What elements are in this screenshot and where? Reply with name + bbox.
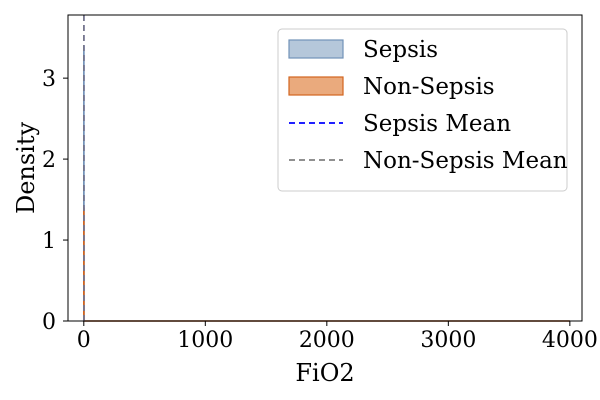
legend-label-1: Non-Sepsis xyxy=(363,74,495,100)
legend-label-3: Non-Sepsis Mean xyxy=(363,148,568,174)
x-tick-label-1: 1000 xyxy=(177,328,233,353)
legend-label-2: Sepsis Mean xyxy=(363,111,511,137)
legend-box xyxy=(277,28,568,192)
series-line-1 xyxy=(83,207,570,322)
legend-swatch-0 xyxy=(288,39,344,59)
y-tick-label-0: 0 xyxy=(42,310,56,335)
legend-label-0: Sepsis xyxy=(363,37,438,63)
series-fill-1 xyxy=(83,207,570,321)
plot-frame xyxy=(67,14,583,322)
y-axis-title: Density xyxy=(12,122,40,215)
x-tick-label-2: 2000 xyxy=(299,328,355,353)
x-tick-label-4: 4000 xyxy=(542,328,598,353)
legend: Sepsis Non-Sepsis Sepsis Mean Non-Sepsis Me… xyxy=(277,28,568,192)
legend-swatch-1 xyxy=(288,76,344,96)
y-tick-label-3: 3 xyxy=(42,67,56,92)
y-tick-label-2: 2 xyxy=(42,148,56,173)
x-tick-label-0: 0 xyxy=(77,328,91,353)
y-tick-label-1: 1 xyxy=(42,229,56,254)
x-tick-label-3: 3000 xyxy=(420,328,476,353)
axis-layer: 0 1000 2000 3000 4000 0 1 2 3 xyxy=(42,67,598,353)
x-axis-title: FiO2 xyxy=(295,359,354,387)
